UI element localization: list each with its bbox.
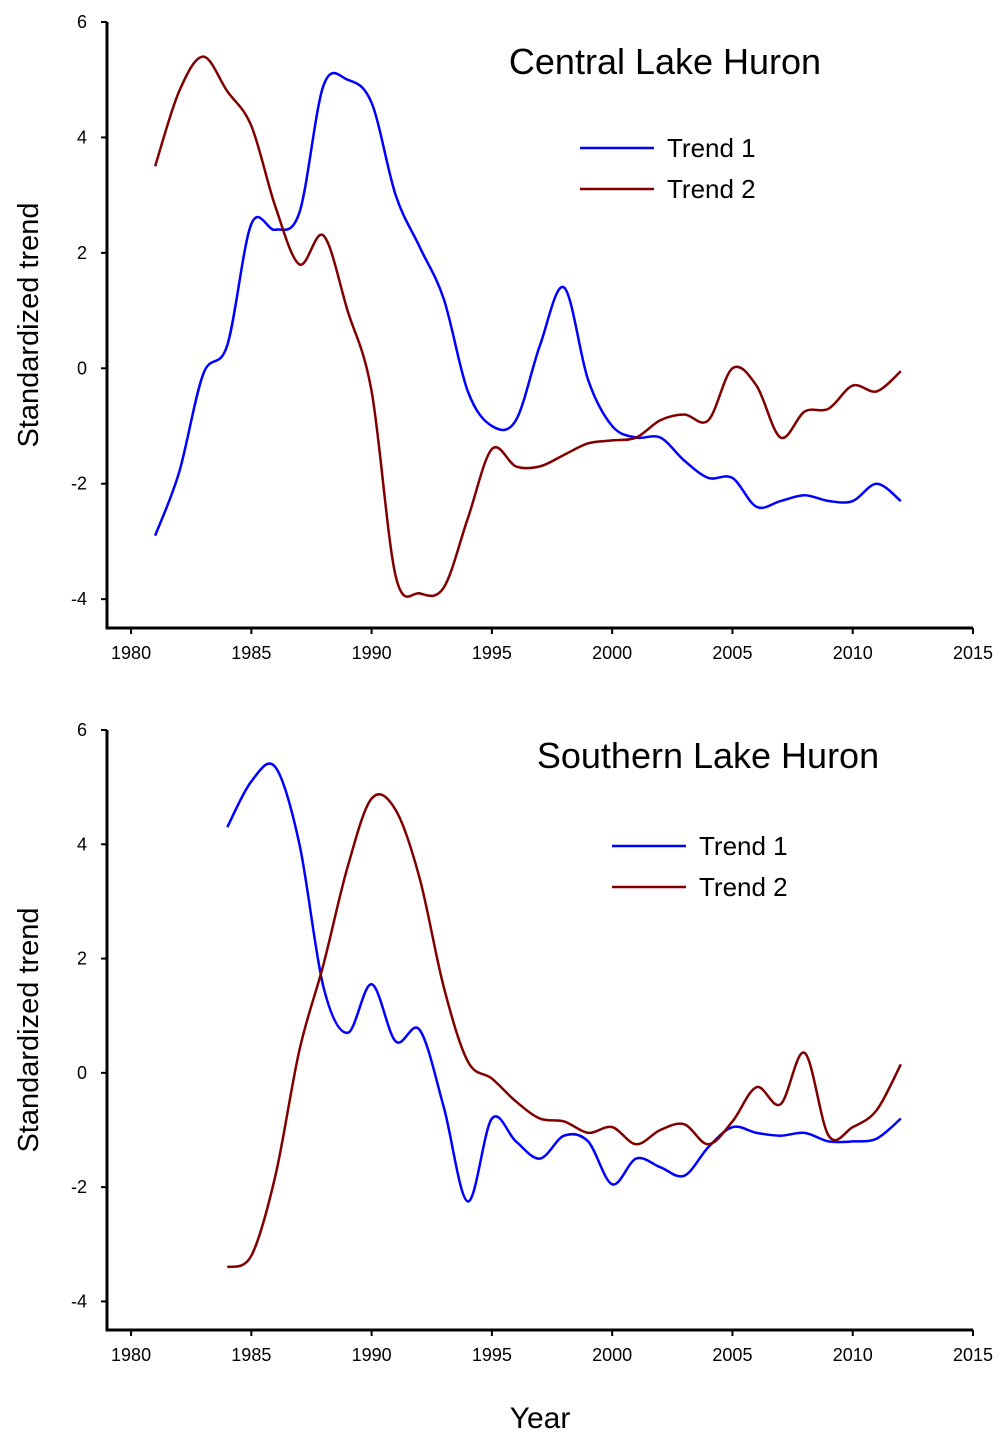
legend-label: Trend 2	[667, 174, 756, 204]
x-tick-label: 1980	[111, 643, 151, 663]
x-tick-label: 2010	[833, 643, 873, 663]
y-axis-label: Standardized trend	[13, 907, 45, 1152]
x-tick-label: 2005	[712, 1345, 752, 1365]
x-tick-label: 1985	[231, 643, 271, 663]
y-tick-label: -4	[71, 589, 87, 609]
x-tick-label: 1995	[472, 643, 512, 663]
y-tick-label: 4	[77, 834, 87, 854]
legend-label: Trend 1	[667, 133, 756, 163]
x-tick-label: 2000	[592, 643, 632, 663]
y-axis-label: Standardized trend	[13, 202, 45, 447]
x-tick-label: 2015	[953, 643, 993, 663]
legend-label: Trend 1	[699, 831, 788, 861]
y-tick-label: 0	[77, 358, 87, 378]
x-tick-label: 1990	[352, 1345, 392, 1365]
x-tick-label: 1980	[111, 1345, 151, 1365]
trend-line	[226, 762, 902, 1203]
y-tick-label: 4	[77, 127, 87, 147]
y-tick-label: -2	[71, 1177, 87, 1197]
y-tick-label: -4	[71, 1291, 87, 1311]
x-tick-label: 2000	[592, 1345, 632, 1365]
y-tick-label: 0	[77, 1063, 87, 1083]
legend-label: Trend 2	[699, 872, 788, 902]
y-tick-label: 2	[77, 949, 87, 969]
trend-line	[226, 793, 902, 1269]
x-tick-label: 1990	[352, 643, 392, 663]
x-tick-label: 1985	[231, 1345, 271, 1365]
chart-title: Central Lake Huron	[509, 41, 821, 82]
y-tick-label: 2	[77, 243, 87, 263]
y-tick-label: 6	[77, 12, 87, 32]
chart-title: Southern Lake Huron	[537, 735, 879, 776]
y-tick-label: -2	[71, 474, 87, 494]
x-axis-label: Year	[510, 1402, 571, 1435]
x-tick-label: 2005	[712, 643, 752, 663]
trend-line	[153, 71, 902, 537]
y-tick-label: 6	[77, 720, 87, 740]
x-tick-label: 2015	[953, 1345, 993, 1365]
trend-line	[153, 55, 902, 598]
x-tick-label: 2010	[833, 1345, 873, 1365]
x-tick-label: 1995	[472, 1345, 512, 1365]
